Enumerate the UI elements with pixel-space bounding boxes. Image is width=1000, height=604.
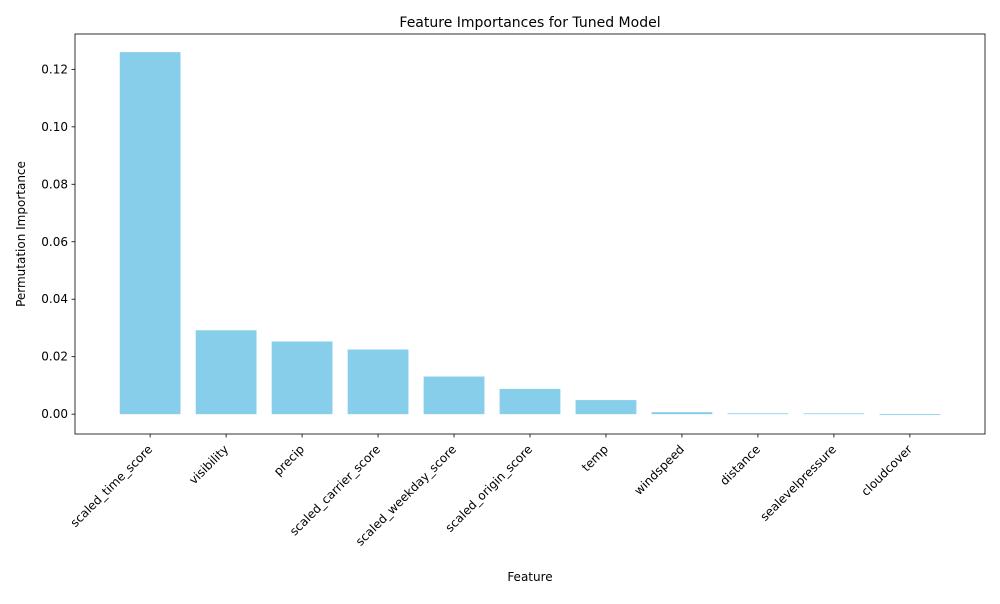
bar-distance — [727, 413, 789, 415]
x-tick-label-precip: precip — [271, 442, 307, 478]
x-tick-label-temp: temp — [579, 442, 611, 474]
bar-precip — [271, 341, 333, 415]
bar-scaled_origin_score — [499, 388, 561, 415]
y-axis-label: Permutation Importance — [14, 161, 28, 307]
y-tick-label: 0.08 — [41, 177, 68, 191]
bars-group — [119, 52, 941, 416]
plot-frame — [74, 33, 986, 435]
x-tick-label-sealevelpressure: sealevelpressure — [757, 442, 839, 524]
x-tick-label-windspeed: windspeed — [631, 442, 687, 498]
bar-sealevelpressure — [803, 413, 865, 415]
y-tick-label: 0.12 — [41, 62, 68, 76]
bar-windspeed — [651, 412, 713, 415]
bar-visibility — [195, 330, 257, 415]
y-tick-label: 0.00 — [41, 407, 68, 421]
x-tick-label-scaled_time_score: scaled_time_score — [68, 442, 156, 530]
x-tick-label-scaled_origin_score: scaled_origin_score — [443, 442, 536, 535]
bar-cloudcover — [879, 414, 941, 416]
x-axis: scaled_time_score visibility precip scaled_… — [68, 434, 915, 549]
y-axis: 0.00 0.02 0.04 0.06 0.08 0.10 0.12 — [41, 62, 75, 421]
y-tick-label: 0.04 — [41, 292, 68, 306]
y-tick-label: 0.06 — [41, 235, 68, 249]
y-tick-label: 0.02 — [41, 350, 68, 364]
bar-scaled_time_score — [119, 52, 181, 415]
bar-scaled_carrier_score — [347, 349, 409, 415]
x-axis-label: Feature — [507, 570, 552, 584]
bar-scaled_weekday_score — [423, 376, 485, 415]
chart-title: Feature Importances for Tuned Model — [399, 15, 660, 31]
y-tick-label: 0.10 — [41, 120, 68, 134]
x-tick-label-visibility: visibility — [186, 442, 231, 487]
x-tick-label-cloudcover: cloudcover — [859, 442, 916, 499]
bar-temp — [575, 400, 637, 415]
x-tick-label-distance: distance — [717, 442, 763, 488]
